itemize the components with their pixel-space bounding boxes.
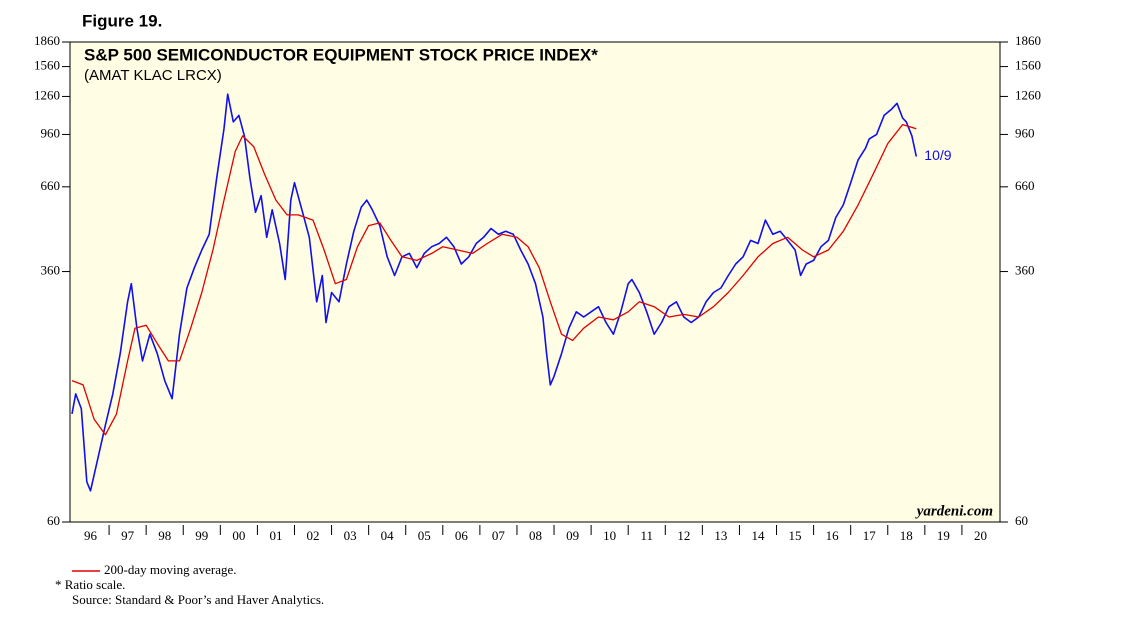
y-tick-label: 60 [1015, 513, 1028, 528]
x-tick-label: 14 [751, 528, 765, 543]
note: * Ratio scale. [55, 577, 125, 592]
x-tick-label: 10 [603, 528, 616, 543]
y-tick-label: 660 [1015, 178, 1035, 193]
x-tick-label: 07 [492, 528, 506, 543]
y-tick-label: 960 [41, 125, 61, 140]
chart-title: S&P 500 SEMICONDUCTOR EQUIPMENT STOCK PR… [84, 45, 598, 64]
y-tick-label: 360 [41, 263, 61, 278]
watermark: yardeni.com [915, 503, 993, 519]
y-tick-label: 1860 [34, 33, 60, 48]
series-line [71, 93, 918, 492]
x-tick-label: 00 [232, 528, 245, 543]
x-tick-label: 01 [269, 528, 282, 543]
note: Source: Standard & Poor’s and Haver Anal… [72, 592, 324, 607]
x-tick-label: 20 [974, 528, 987, 543]
x-tick-label: 16 [826, 528, 840, 543]
annotation: 10/9 [924, 147, 951, 163]
x-tick-label: 98 [158, 528, 171, 543]
x-tick-label: 03 [344, 528, 357, 543]
y-tick-label: 1560 [34, 58, 60, 73]
legend-label: 200-day moving average. [104, 562, 236, 577]
y-tick-label: 1560 [1015, 58, 1041, 73]
x-tick-label: 12 [677, 528, 690, 543]
x-tick-label: 19 [937, 528, 950, 543]
y-tick-label: 1860 [1015, 33, 1041, 48]
figure-label: Figure 19. [82, 11, 162, 30]
y-tick-label: 60 [47, 513, 60, 528]
x-tick-label: 05 [418, 528, 431, 543]
x-tick-label: 04 [381, 528, 395, 543]
x-tick-label: 96 [84, 528, 98, 543]
x-tick-label: 06 [455, 528, 469, 543]
x-tick-label: 08 [529, 528, 542, 543]
x-tick-label: 17 [863, 528, 877, 543]
y-tick-label: 660 [41, 178, 61, 193]
x-tick-label: 15 [789, 528, 802, 543]
y-tick-label: 360 [1015, 263, 1035, 278]
x-tick-label: 18 [900, 528, 913, 543]
y-tick-label: 1260 [34, 87, 60, 102]
x-tick-label: 11 [640, 528, 653, 543]
x-tick-label: 02 [307, 528, 320, 543]
x-tick-label: 13 [714, 528, 727, 543]
x-tick-label: 09 [566, 528, 579, 543]
x-tick-label: 97 [121, 528, 135, 543]
series-line [71, 123, 917, 436]
x-tick-label: 99 [195, 528, 208, 543]
y-tick-label: 960 [1015, 125, 1035, 140]
chart-subtitle: (AMAT KLAC LRCX) [84, 67, 222, 84]
y-tick-label: 1260 [1015, 87, 1041, 102]
